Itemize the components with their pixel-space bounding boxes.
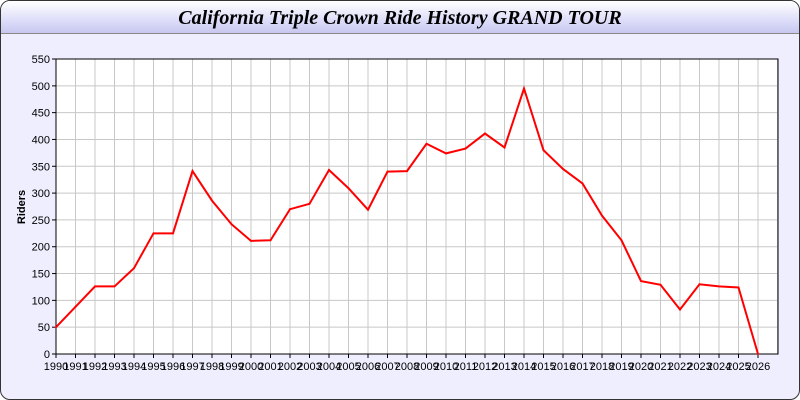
y-tick-label: 450 [32, 108, 50, 120]
data-point [191, 170, 194, 173]
data-point [737, 286, 740, 289]
x-tick-label: 2018 [590, 361, 614, 373]
data-point [250, 239, 252, 242]
x-tick-label: 1994 [122, 361, 146, 373]
x-tick-label: 2024 [707, 361, 731, 373]
x-tick-label: 1992 [83, 361, 107, 373]
data-point [406, 170, 408, 173]
x-tick-label: 2002 [278, 361, 302, 373]
data-point [386, 170, 389, 173]
y-tick-label: 550 [32, 54, 50, 66]
data-point [230, 223, 233, 226]
data-point [113, 285, 116, 288]
x-tick-label: 2004 [317, 361, 341, 373]
x-tick-label: 2021 [648, 361, 672, 373]
data-point [367, 208, 369, 211]
data-point [659, 283, 662, 286]
data-point [289, 208, 291, 211]
x-tick-label: 2023 [687, 361, 711, 373]
y-tick-label: 200 [32, 242, 50, 254]
x-tick-label: 2022 [668, 361, 692, 373]
y-tick-label: 100 [32, 295, 50, 307]
y-tick-label: 400 [32, 134, 50, 146]
data-point [562, 167, 564, 170]
data-point [484, 132, 486, 135]
x-tick-label: 1996 [161, 361, 185, 373]
y-tick-label: 50 [38, 322, 50, 334]
x-tick-label: 2013 [492, 361, 516, 373]
plot-area [56, 59, 778, 354]
x-tick-label: 2006 [356, 361, 380, 373]
data-point [152, 232, 155, 235]
data-point [523, 87, 525, 90]
data-point [640, 280, 642, 283]
x-tick-label: 2012 [473, 361, 497, 373]
data-point [94, 285, 96, 288]
x-tick-label: 1993 [102, 361, 126, 373]
x-tick-label: 1995 [141, 361, 165, 373]
data-point [269, 239, 272, 242]
x-tick-label: 2003 [297, 361, 321, 373]
y-tick-label: 350 [32, 161, 50, 173]
x-tick-label: 2014 [512, 361, 536, 373]
data-point [679, 308, 681, 311]
x-tick-label: 2005 [336, 361, 360, 373]
data-point [464, 147, 467, 150]
chart-title: California Triple Crown Ride History GRA… [178, 7, 622, 29]
data-point [328, 169, 330, 172]
data-point [503, 146, 506, 149]
data-point [55, 326, 57, 329]
x-tick-label: 2009 [414, 361, 438, 373]
data-point [74, 305, 77, 308]
x-tick-label: 1990 [44, 361, 68, 373]
x-tick-label: 2011 [454, 361, 478, 373]
data-point [445, 152, 447, 155]
y-tick-label: 300 [32, 188, 50, 200]
data-point [542, 149, 545, 152]
data-point [425, 142, 428, 145]
data-point [718, 285, 720, 288]
data-point [698, 283, 701, 286]
x-tick-label: 1997 [180, 361, 204, 373]
y-tick-label: 0 [44, 349, 50, 361]
data-point [757, 353, 759, 355]
data-point [308, 202, 311, 205]
y-tick-label: 500 [32, 81, 50, 93]
title-bar: California Triple Crown Ride History GRA… [1, 1, 799, 34]
x-tick-label: 2007 [375, 361, 399, 373]
x-tick-label: 2001 [258, 361, 282, 373]
y-tick-label: 250 [32, 215, 50, 227]
y-tick-label: 150 [32, 269, 50, 281]
y-axis-label: Riders [16, 190, 28, 224]
x-tick-label: 2008 [395, 361, 419, 373]
x-tick-label: 1998 [200, 361, 224, 373]
x-tick-label: 2025 [726, 361, 750, 373]
x-tick-label: 2015 [531, 361, 555, 373]
x-tick-label: 2020 [629, 361, 653, 373]
data-point [581, 182, 584, 185]
plot-border [55, 58, 779, 355]
x-tick-label: 2026 [746, 361, 770, 373]
data-point [601, 214, 603, 217]
x-tick-label: 2010 [434, 361, 458, 373]
x-tick-label: 2000 [239, 361, 263, 373]
data-point [620, 239, 623, 242]
x-tick-label: 2019 [609, 361, 633, 373]
data-point [133, 267, 135, 270]
x-tick-label: 2017 [570, 361, 594, 373]
x-tick-label: 2016 [551, 361, 575, 373]
data-point [347, 187, 350, 190]
x-tick-label: 1999 [219, 361, 243, 373]
data-point [211, 199, 213, 202]
x-tick-label: 1991 [63, 361, 87, 373]
data-point [172, 232, 174, 235]
